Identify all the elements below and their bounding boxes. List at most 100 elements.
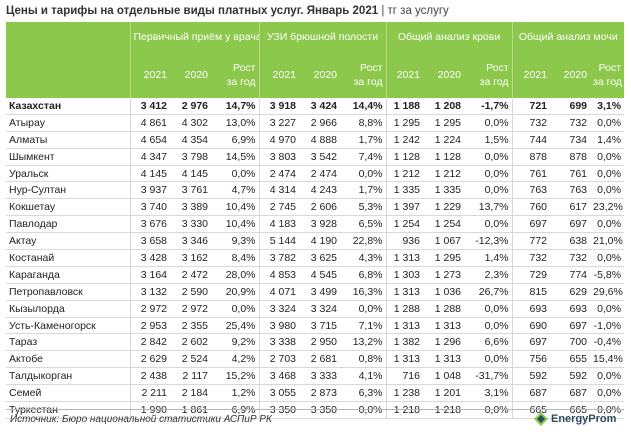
value-cell: 4 190	[299, 232, 340, 251]
region-cell: Костанай	[6, 249, 130, 267]
value-cell: 1 382	[385, 333, 423, 352]
value-cell: 2 474	[258, 165, 299, 183]
value-cell: 1 288	[423, 300, 464, 318]
value-cell: -0,4%	[590, 333, 625, 352]
region-cell: Тараз	[6, 333, 130, 352]
value-cell: 7,1%	[340, 317, 386, 335]
value-cell: 13,0%	[211, 114, 259, 132]
value-cell: 1 335	[385, 181, 423, 200]
value-cell: 4 314	[258, 181, 299, 200]
value-cell: 1 313	[385, 350, 423, 369]
value-cell: 936	[385, 232, 423, 251]
value-cell: 1 212	[423, 165, 464, 183]
table-row: Шымкент 4 347 3 798 14,5% 3 803 3 542 7,4% 1 12…	[6, 148, 625, 166]
value-cell: 697	[550, 317, 591, 335]
value-cell: 1 208	[423, 98, 464, 115]
value-cell: 617	[550, 198, 591, 217]
value-cell: 4 243	[299, 181, 340, 200]
region-cell: Актобе	[6, 350, 130, 369]
value-cell: 13,7%	[464, 198, 513, 217]
growth-header-line1: Рост	[360, 62, 383, 74]
table-title: Цены и тарифы на отдельные виды платных …	[6, 5, 449, 17]
region-cell: Актау	[6, 232, 130, 251]
value-cell: 3 324	[258, 300, 299, 318]
value-cell: 8,4%	[211, 249, 259, 267]
value-cell: 690	[511, 317, 551, 335]
value-cell: 13,2%	[340, 333, 386, 352]
value-cell: 1 188	[385, 98, 423, 115]
value-cell: 693	[511, 300, 551, 318]
value-cell: 3 162	[170, 249, 211, 267]
value-cell: 4 071	[258, 283, 299, 301]
value-cell: 3 803	[258, 148, 299, 166]
value-cell: 1 295	[385, 114, 423, 132]
value-cell: 3 499	[299, 283, 340, 301]
year-2020-header-blood-test: 2020	[423, 52, 464, 98]
value-cell: 761	[550, 165, 591, 183]
value-cell: 0,0%	[590, 300, 625, 318]
value-cell: 1 273	[423, 266, 464, 284]
value-cell: 3 346	[170, 232, 211, 251]
value-cell: 0,0%	[590, 215, 625, 234]
value-cell: 0,0%	[464, 300, 513, 318]
region-subheader-cell	[6, 52, 130, 98]
value-cell: 697	[550, 215, 591, 234]
value-cell: 1 212	[385, 165, 423, 183]
value-cell: 3 338	[258, 333, 299, 352]
total-row: Казахстан 3 412 2 976 14,7% 3 918 3 424 14,4% 1…	[6, 98, 625, 115]
value-cell: 732	[550, 249, 591, 267]
value-cell: 1 229	[423, 198, 464, 217]
value-cell: 774	[550, 266, 591, 284]
value-cell: 3 428	[129, 249, 170, 267]
value-cell: 2 976	[170, 98, 211, 115]
value-cell: 2 972	[170, 300, 211, 318]
value-cell: -31,7%	[464, 367, 513, 386]
value-cell: 2 966	[299, 114, 340, 132]
value-cell: 761	[511, 165, 551, 183]
value-cell: 2 590	[170, 283, 211, 301]
value-cell: 1 224	[423, 131, 464, 149]
value-cell: 3 132	[129, 283, 170, 301]
growth-header-line2: за год	[353, 76, 383, 88]
group-header-doctor: Первичный приём у врача	[129, 22, 259, 52]
value-cell: 772	[511, 232, 551, 251]
value-cell: 4 354	[170, 131, 211, 149]
value-cell: 1,5%	[464, 131, 513, 149]
value-cell: 4 888	[299, 131, 340, 149]
table-body: Казахстан 3 412 2 976 14,7% 3 918 3 424 14,4% 1…	[6, 98, 625, 419]
region-cell: Кызылорда	[6, 300, 130, 318]
value-cell: 763	[550, 181, 591, 200]
growth-header-line1: Рост	[233, 62, 256, 74]
year-2021-header-urine-test: 2021	[511, 52, 551, 98]
value-cell: 734	[550, 131, 591, 149]
table-row: Нур-Султан 3 937 3 761 4,7% 4 314 4 243 1,7% 1 …	[6, 181, 625, 200]
value-cell: 0,0%	[340, 300, 386, 318]
value-cell: 1 254	[423, 215, 464, 234]
value-cell: 1 128	[423, 148, 464, 166]
value-cell: 3 333	[299, 367, 340, 386]
value-cell: 3 761	[170, 181, 211, 200]
value-cell: 1,4%	[590, 131, 625, 149]
growth-header-doctor: Рост за год	[211, 52, 259, 98]
group-header-blood-test: Общий анализ крови	[385, 22, 513, 52]
price-table: Первичный приём у врача УЗИ брюшной поло…	[6, 22, 625, 419]
value-cell: 878	[511, 148, 551, 166]
value-cell: 4 861	[129, 114, 170, 132]
value-cell: 2 950	[299, 333, 340, 352]
year-2021-header-blood-test: 2021	[385, 52, 423, 98]
region-cell: Павлодар	[6, 215, 130, 234]
value-cell: 9,2%	[211, 333, 259, 352]
growth-header-line1: Рост	[598, 62, 622, 74]
value-cell: 1 303	[385, 266, 423, 284]
value-cell: 3 798	[170, 148, 211, 166]
value-cell: -1,7%	[464, 98, 513, 115]
value-cell: 0,0%	[464, 350, 513, 369]
value-cell: 744	[511, 131, 551, 149]
region-cell: Семей	[6, 384, 130, 403]
growth-header-line2: за год	[226, 76, 256, 88]
value-cell: 592	[550, 367, 591, 386]
value-cell: 29,6%	[590, 283, 625, 301]
value-cell: 3 928	[299, 215, 340, 234]
year-2020-header-ultrasound: 2020	[299, 52, 340, 98]
region-cell: Усть-Каменогорск	[6, 317, 130, 335]
